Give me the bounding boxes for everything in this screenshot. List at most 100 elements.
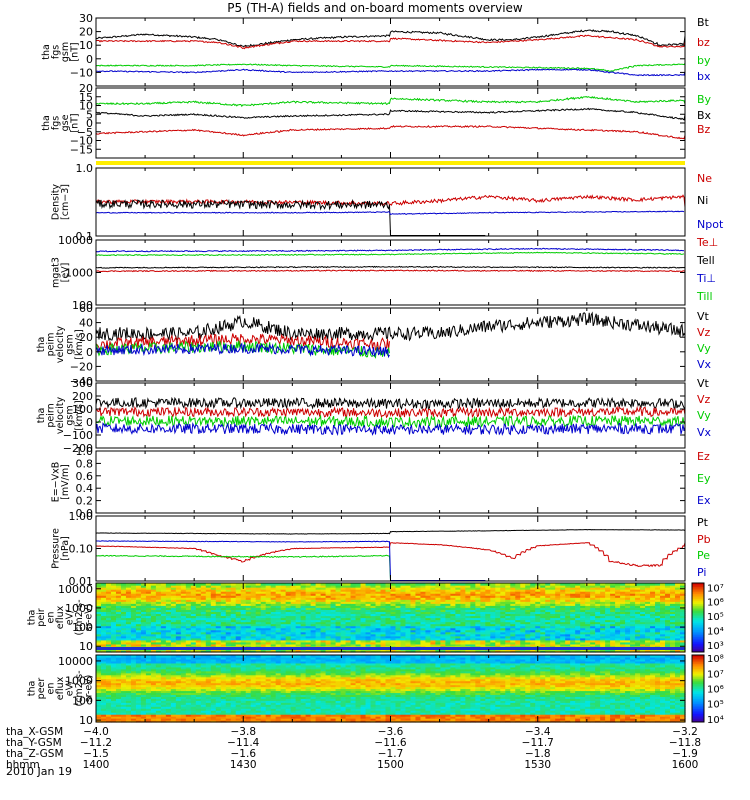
spectrogram-cell [660,627,666,631]
spectrogram-cell [500,611,506,615]
spectrogram-cell [235,587,242,590]
spectrogram-cell [145,678,152,682]
spectrogram-cell [105,595,112,598]
spectrogram-cell [145,625,152,629]
y-axis-label-line: gsm [65,334,76,354]
spectrogram-cell [505,619,511,623]
spectrogram-cell [275,627,282,631]
spectrogram-cell [120,714,127,717]
spectrogram-cell [225,583,232,586]
spectrogram-cell [645,643,651,647]
legend-peim_vel-2: Vy [697,342,711,355]
spectrogram-cell [245,629,252,633]
y-tick-label: 0.10 [69,543,94,556]
spectrogram-cell [490,601,496,604]
spectrogram-cell [645,641,651,645]
spectrogram-cell [630,605,636,608]
spectrogram-cell [130,655,137,658]
spectrogram-cell [380,605,387,608]
spectrogram-cell [510,621,516,625]
spectrogram-cell [235,599,242,602]
spectrogram-cell [140,694,147,697]
spectrogram-cell [290,621,297,625]
spectrogram-cell [565,635,571,639]
spectrogram-cell [445,643,451,647]
spectrogram-cell [135,607,142,610]
spectrogram-cell [200,589,207,592]
spectrogram-cell [475,617,481,621]
spectrogram-cell [235,617,242,621]
spectrogram-cell [615,649,621,653]
spectrogram-cell [250,605,257,608]
y-tick-label: 10000 [58,234,93,247]
spectrogram-cell [275,591,282,594]
spectrogram-cell [96,605,102,608]
spectrogram-cell [110,589,117,592]
spectrogram-cell [145,623,152,627]
spectrogram-cell [280,643,287,647]
spectrogram-cell [360,583,367,586]
spectrogram-cell [325,635,332,639]
spectrogram-cell [345,601,352,604]
spectrogram-cell [385,615,392,619]
spectrogram-cell [120,694,127,697]
spectrogram-cell [195,585,202,588]
spectrogram-cell [670,583,676,586]
spectrogram-cell [335,609,342,613]
spectrogram-cell [640,619,646,623]
spectrogram-cell [290,611,297,615]
spectrogram-cell [185,585,192,588]
spectrogram-cell [480,613,486,617]
spectrogram-cell [145,688,152,692]
spectrogram-cell [180,633,187,637]
spectrogram-cell [275,641,282,645]
spectrogram-cell [345,613,352,617]
spectrogram-cell [505,585,511,588]
spectrogram-cell [325,629,332,633]
spectrogram-cell [170,619,177,623]
spectrogram-cell [670,603,676,606]
spectrogram-cell [115,587,122,590]
spectrogram-cell [245,641,252,645]
spectrogram-cell [445,649,451,653]
spectrogram-cell [305,587,312,590]
spectrogram-cell [625,599,631,602]
spectrogram-cell [305,591,312,594]
spectrogram-cell [145,700,152,703]
spectrogram-cell [450,587,456,590]
spectrogram-cell [465,611,471,615]
spectrogram-cell [525,603,531,606]
spectrogram-cell [270,649,277,653]
spectrogram-cell [480,625,486,629]
spectrogram-cell [400,593,407,596]
spectrogram-cell [170,587,177,590]
spectrogram-cell [625,595,631,598]
spectrogram-cell [160,639,167,643]
spectrogram-cell [105,692,112,696]
spectrogram-cell [125,712,132,715]
spectrogram-cell [615,611,621,615]
spectrogram-cell [525,591,531,594]
spectrogram-cell [650,617,656,621]
spectrogram-cell [110,643,117,647]
spectrogram-cell [630,599,636,602]
spectrogram-cell [605,611,611,615]
spectrogram-cell [660,607,666,610]
spectrogram-cell [385,605,392,608]
spectrogram-cell [540,603,546,606]
spectrogram-cell [155,585,162,588]
spectrogram-cell [435,599,442,602]
spectrogram-cell [635,635,641,639]
series-peim_vel-3 [95,342,390,359]
spectrogram-cell [445,615,451,619]
y-axis-label-line: sr-eV) [84,604,95,632]
spectrogram-cell [485,585,491,588]
spectrogram-cell [145,639,152,643]
spectrogram-cell [410,641,417,645]
spectrogram-cell [96,615,102,619]
colorbar-step [692,648,704,651]
spectrogram-cell [505,635,511,639]
colorbar-step [692,633,704,636]
spectrogram-cell [255,629,262,633]
spectrogram-cell [115,615,122,619]
